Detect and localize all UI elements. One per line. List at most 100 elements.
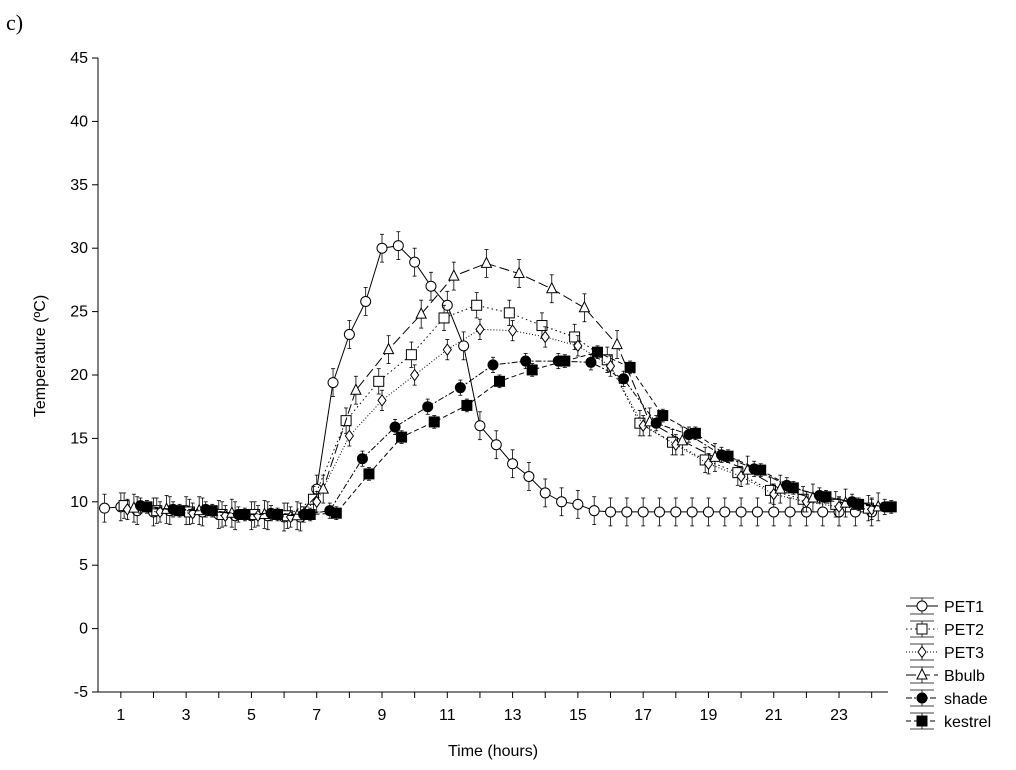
legend-marker (917, 645, 927, 659)
data-point (363, 468, 375, 480)
data-point (588, 505, 600, 517)
x-axis-label: Time (hours) (448, 743, 538, 760)
legend-item-pet1: PET1 (906, 597, 984, 616)
data-point (344, 429, 354, 443)
data-point (513, 266, 525, 279)
x-tick-label: 3 (182, 707, 191, 724)
legend-label: shade (944, 691, 988, 708)
data-point (569, 331, 581, 343)
data-point (820, 491, 832, 503)
x-tick-label: 5 (247, 707, 256, 724)
data-point (409, 256, 421, 268)
x-axis-ticks: 1 3 5 7 9 11 13 15 17 19 21 23 (116, 692, 873, 724)
data-point (312, 495, 322, 509)
data-point (490, 439, 502, 451)
data-point (422, 401, 434, 413)
data-point (376, 242, 388, 254)
data-point (487, 359, 499, 371)
legend: PET1 PET2 PET3 Bbulb shade kestrel (906, 597, 991, 731)
data-point (611, 337, 623, 350)
legend-label: PET3 (944, 645, 984, 662)
data-point (540, 330, 550, 344)
data-point (360, 295, 372, 307)
y-tick-label: 30 (70, 240, 88, 257)
x-tick-label: 11 (439, 707, 456, 724)
data-point (304, 508, 316, 520)
data-point (523, 470, 535, 482)
series-line (104, 245, 872, 518)
y-tick-label: 10 (70, 494, 88, 511)
data-point (573, 339, 583, 353)
x-tick-label: 15 (569, 707, 587, 724)
data-point (539, 487, 551, 499)
data-point (722, 450, 734, 462)
series-line (146, 351, 892, 515)
x-tick-label: 23 (830, 707, 848, 724)
data-point (686, 506, 698, 518)
legend-marker (916, 692, 928, 704)
data-point (591, 346, 603, 358)
data-point (448, 268, 460, 281)
data-point (174, 505, 186, 517)
y-tick-label: 35 (70, 177, 88, 194)
data-point (480, 256, 493, 268)
plot-area (99, 231, 897, 532)
panel-label: c) (6, 10, 24, 35)
legend-marker (916, 600, 928, 612)
legend-label: PET1 (944, 599, 984, 616)
data-point (415, 307, 427, 319)
data-point (556, 496, 568, 508)
data-point (99, 502, 111, 514)
data-point (545, 281, 558, 294)
data-point (670, 506, 682, 518)
data-point (605, 506, 617, 518)
data-point (578, 300, 591, 313)
y-axis-ticks: -5 0 5 10 15 20 25 30 35 40 45 (70, 50, 98, 701)
data-point (141, 501, 153, 513)
data-point (507, 458, 519, 470)
data-point (317, 482, 330, 494)
series-line (133, 262, 879, 517)
data-point (605, 359, 616, 373)
data-point (461, 399, 473, 411)
legend-item-pet2: PET2 (906, 620, 984, 639)
legend-item-bbulb: Bbulb (906, 666, 985, 685)
data-point (122, 503, 132, 516)
series-kestrel (141, 345, 897, 522)
data-point (735, 506, 747, 518)
axes (97, 58, 888, 693)
data-point (624, 361, 636, 373)
data-point (702, 506, 714, 518)
data-point (272, 508, 284, 520)
y-tick-label: 25 (70, 304, 88, 321)
data-point (817, 506, 829, 518)
x-tick-label: 21 (765, 707, 783, 724)
data-point (657, 410, 669, 422)
legend-marker (916, 715, 928, 727)
data-point (475, 323, 485, 336)
data-point (239, 508, 251, 520)
data-point (572, 498, 584, 510)
x-tick-label: 9 (378, 707, 387, 724)
data-point (676, 433, 689, 446)
series-pet3 (122, 318, 877, 528)
data-point (536, 320, 548, 332)
series-line (124, 304, 869, 517)
y-tick-label: -5 (74, 684, 88, 701)
data-point (474, 420, 486, 432)
data-point (458, 340, 470, 352)
data-point (503, 307, 515, 319)
x-tick-label: 17 (634, 707, 652, 724)
data-point (494, 375, 506, 387)
data-point (621, 506, 633, 518)
data-point (454, 382, 466, 394)
data-point (618, 373, 630, 385)
data-point (585, 356, 597, 368)
data-point (428, 416, 440, 428)
data-point (442, 343, 452, 356)
data-point (389, 421, 401, 433)
data-point (507, 324, 518, 337)
data-point (768, 506, 780, 518)
x-tick-label: 1 (116, 707, 125, 724)
